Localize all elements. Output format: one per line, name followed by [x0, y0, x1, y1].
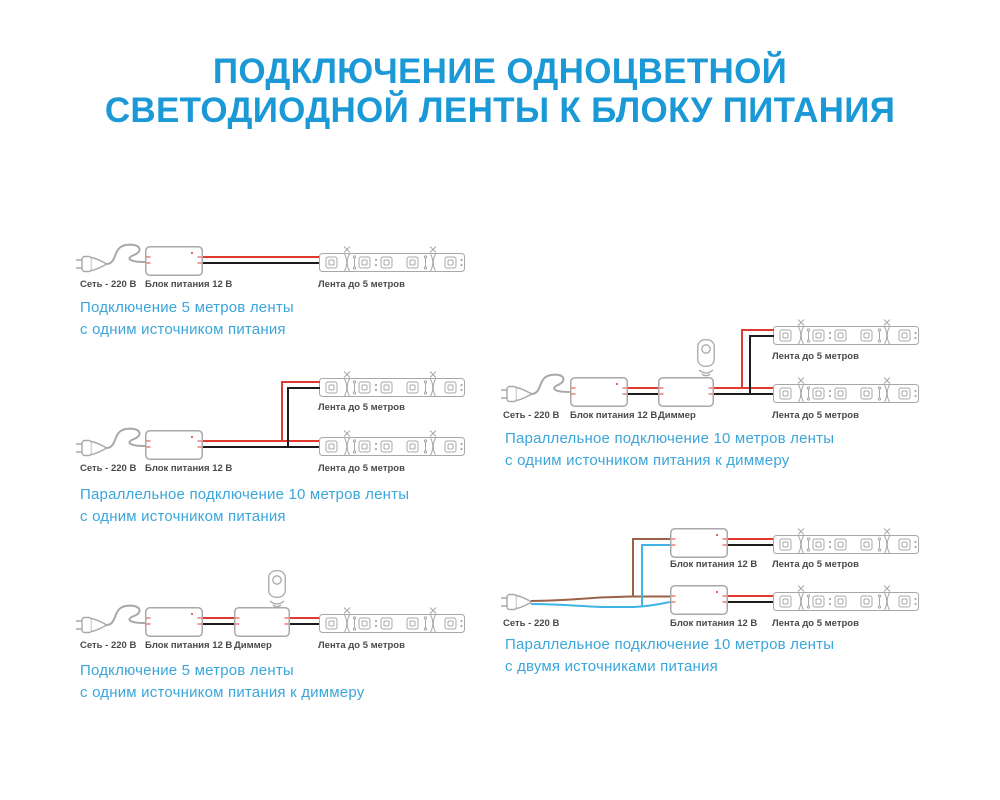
led-strip-icon	[319, 607, 465, 633]
diagram-caption-5: Параллельное подключение 10 метров ленты…	[505, 634, 834, 678]
plug-icon	[76, 616, 107, 634]
label-mains: Сеть - 220 В	[503, 618, 559, 629]
diagram-caption-4: Параллельное подключение 10 метров ленты…	[505, 428, 834, 472]
psu-box-icon-upper	[670, 528, 728, 558]
remote-icon	[697, 339, 715, 377]
wire-black	[728, 544, 774, 603]
plug-icon	[76, 255, 107, 273]
page-title-line-2: СВЕТОДИОДНОЙ ЛЕНТЫ К БЛОКУ ПИТАНИЯ	[104, 91, 896, 130]
led-strip-icon	[319, 371, 465, 397]
psu-box-icon	[570, 377, 628, 407]
diagram-parallel-10m-one-psu: Лента до 5 метров Сеть - 220 В Блок пита…	[76, 371, 465, 474]
page-title-line-1: ПОДКЛЮЧЕНИЕ ОДНОЦВЕТНОЙ	[212, 52, 788, 91]
power-cable	[530, 373, 571, 395]
caption-line: Подключение 5 метров ленты	[80, 662, 294, 679]
label-dimmer: Диммер	[234, 640, 272, 651]
plug-icon	[501, 385, 532, 403]
led-strip-icon	[773, 377, 919, 403]
label-psu: Блок питания 12 В	[145, 279, 232, 290]
wire-red	[203, 381, 320, 442]
dimmer-box-icon	[658, 377, 714, 407]
label-strip-upper: Лента до 5 метров	[772, 351, 859, 362]
wire-brown	[530, 538, 670, 602]
label-strip-lower: Лента до 5 метров	[772, 410, 859, 421]
caption-line: Параллельное подключение 10 метров ленты	[505, 636, 835, 653]
label-psu-lower: Блок питания 12 В	[670, 618, 757, 629]
diagram-parallel-10m-two-psu: Сеть - 220 В Блок питания 12 В Лента до …	[501, 528, 919, 629]
label-mains: Сеть - 220 В	[503, 410, 559, 421]
power-cable	[105, 604, 146, 626]
caption-line: Параллельное подключение 10 метров ленты	[505, 430, 835, 447]
page-title: ПОДКЛЮЧЕНИЕ ОДНОЦВЕТНОЙ СВЕТОДИОДНОЙ ЛЕН…	[0, 52, 1000, 130]
label-mains: Сеть - 220 В	[80, 279, 136, 290]
label-psu: Блок питания 12 В	[145, 463, 232, 474]
label-psu: Блок питания 12 В	[145, 640, 232, 651]
plug-icon	[76, 439, 107, 457]
caption-line: с одним источником питания к диммеру	[505, 452, 790, 469]
psu-box-icon	[145, 607, 203, 637]
psu-box-icon	[145, 246, 203, 276]
label-strip-upper: Лента до 5 метров	[318, 402, 405, 413]
diagram-caption-3: Подключение 5 метров ленты с одним источ…	[80, 660, 364, 704]
diagram-caption-1: Подключение 5 метров ленты с одним источ…	[80, 297, 294, 341]
caption-line: Подключение 5 метров ленты	[80, 299, 294, 316]
caption-line: с двумя источниками питания	[505, 658, 718, 675]
led-strip-icon	[319, 430, 465, 456]
led-strip-icon	[773, 528, 919, 554]
label-strip-lower: Лента до 5 метров	[318, 463, 405, 474]
diagram-caption-2: Параллельное подключение 10 метров ленты…	[80, 484, 409, 528]
label-psu-upper: Блок питания 12 В	[670, 559, 757, 570]
label-mains: Сеть - 220 В	[80, 463, 136, 474]
led-strip-icon	[319, 246, 465, 272]
plug-icon	[501, 593, 532, 611]
wire-red	[728, 538, 774, 597]
power-cable	[105, 427, 146, 449]
diagram-single-5m-one-psu: Сеть - 220 В Блок питания 12 В Лента до …	[76, 243, 465, 290]
dimmer-box-icon	[234, 607, 290, 637]
led-strip-icon	[773, 319, 919, 345]
diagram-single-5m-dimmer: Сеть - 220 В Блок питания 12 В Диммер Ле…	[76, 570, 465, 651]
label-mains: Сеть - 220 В	[80, 640, 136, 651]
label-strip: Лента до 5 метров	[318, 640, 405, 651]
caption-line: с одним источником питания	[80, 321, 286, 338]
remote-icon	[268, 570, 286, 608]
label-dimmer: Диммер	[658, 410, 696, 421]
wire-blue	[530, 544, 671, 608]
power-cable	[105, 243, 146, 265]
label-strip-upper: Лента до 5 метров	[772, 559, 859, 570]
caption-line: Параллельное подключение 10 метров ленты	[80, 486, 410, 503]
diagram-parallel-10m-dimmer: Лента до 5 метров Сеть - 220 В Блок пита…	[501, 319, 919, 421]
wire-black	[203, 387, 320, 448]
label-strip: Лента до 5 метров	[318, 279, 405, 290]
caption-line: с одним источником питания к диммеру	[80, 684, 365, 701]
wire-black	[628, 335, 774, 395]
psu-box-icon-lower	[670, 585, 728, 615]
led-strip-icon	[773, 585, 919, 611]
psu-box-icon	[145, 430, 203, 460]
label-strip-lower: Лента до 5 метров	[772, 618, 859, 629]
wire-red	[628, 329, 774, 389]
label-psu: Блок питания 12 В	[570, 410, 657, 421]
caption-line: с одним источником питания	[80, 508, 286, 525]
